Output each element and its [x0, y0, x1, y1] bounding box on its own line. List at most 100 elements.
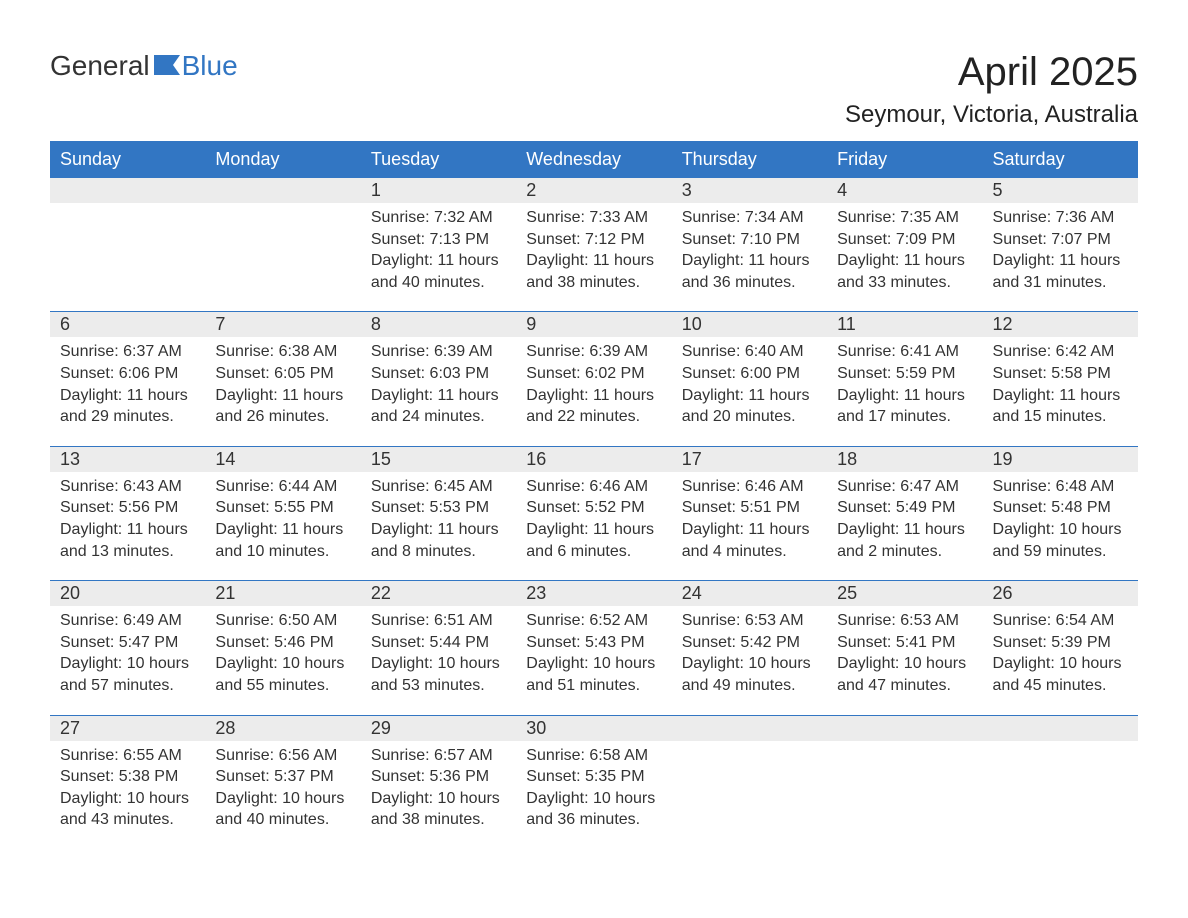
day-content	[672, 741, 827, 821]
sunrise-line: Sunrise: 6:47 AM	[837, 476, 972, 498]
day-cell: 24Sunrise: 6:53 AMSunset: 5:42 PMDayligh…	[672, 581, 827, 714]
day-cell: 20Sunrise: 6:49 AMSunset: 5:47 PMDayligh…	[50, 581, 205, 714]
week-row: 1Sunrise: 7:32 AMSunset: 7:13 PMDaylight…	[50, 178, 1138, 311]
day-cell	[983, 716, 1138, 849]
sunrise-line: Sunrise: 6:38 AM	[215, 341, 350, 363]
day-content	[983, 741, 1138, 821]
sunrise-line: Sunrise: 6:53 AM	[682, 610, 817, 632]
day-cell: 13Sunrise: 6:43 AMSunset: 5:56 PMDayligh…	[50, 447, 205, 580]
logo-text-general: General	[50, 50, 150, 82]
daylight-line: Daylight: 11 hours and 22 minutes.	[526, 385, 661, 428]
day-number: 30	[516, 716, 671, 741]
week-row: 13Sunrise: 6:43 AMSunset: 5:56 PMDayligh…	[50, 446, 1138, 580]
weekday-sunday: Sunday	[50, 141, 205, 178]
day-cell: 8Sunrise: 6:39 AMSunset: 6:03 PMDaylight…	[361, 312, 516, 445]
sunrise-line: Sunrise: 6:53 AM	[837, 610, 972, 632]
sunset-line: Sunset: 5:47 PM	[60, 632, 195, 654]
day-number: 27	[50, 716, 205, 741]
daylight-line: Daylight: 11 hours and 6 minutes.	[526, 519, 661, 562]
sunrise-line: Sunrise: 6:52 AM	[526, 610, 661, 632]
day-number: 5	[983, 178, 1138, 203]
day-cell: 25Sunrise: 6:53 AMSunset: 5:41 PMDayligh…	[827, 581, 982, 714]
daylight-line: Daylight: 11 hours and 15 minutes.	[993, 385, 1128, 428]
daylight-line: Daylight: 11 hours and 40 minutes.	[371, 250, 506, 293]
daylight-line: Daylight: 11 hours and 17 minutes.	[837, 385, 972, 428]
day-cell: 18Sunrise: 6:47 AMSunset: 5:49 PMDayligh…	[827, 447, 982, 580]
sunset-line: Sunset: 5:53 PM	[371, 497, 506, 519]
day-number: 10	[672, 312, 827, 337]
day-content: Sunrise: 6:44 AMSunset: 5:55 PMDaylight:…	[205, 472, 360, 580]
day-cell: 27Sunrise: 6:55 AMSunset: 5:38 PMDayligh…	[50, 716, 205, 849]
day-cell: 5Sunrise: 7:36 AMSunset: 7:07 PMDaylight…	[983, 178, 1138, 311]
daylight-line: Daylight: 11 hours and 26 minutes.	[215, 385, 350, 428]
sunset-line: Sunset: 5:48 PM	[993, 497, 1128, 519]
sunset-line: Sunset: 5:44 PM	[371, 632, 506, 654]
day-content: Sunrise: 6:58 AMSunset: 5:35 PMDaylight:…	[516, 741, 671, 849]
sunrise-line: Sunrise: 6:51 AM	[371, 610, 506, 632]
day-content: Sunrise: 7:35 AMSunset: 7:09 PMDaylight:…	[827, 203, 982, 311]
daylight-line: Daylight: 11 hours and 31 minutes.	[993, 250, 1128, 293]
week-row: 20Sunrise: 6:49 AMSunset: 5:47 PMDayligh…	[50, 580, 1138, 714]
weekday-tuesday: Tuesday	[361, 141, 516, 178]
week-row: 6Sunrise: 6:37 AMSunset: 6:06 PMDaylight…	[50, 311, 1138, 445]
day-content: Sunrise: 6:55 AMSunset: 5:38 PMDaylight:…	[50, 741, 205, 849]
weekday-saturday: Saturday	[983, 141, 1138, 178]
day-number: 13	[50, 447, 205, 472]
page-title: April 2025	[845, 50, 1138, 95]
day-cell: 17Sunrise: 6:46 AMSunset: 5:51 PMDayligh…	[672, 447, 827, 580]
day-cell: 12Sunrise: 6:42 AMSunset: 5:58 PMDayligh…	[983, 312, 1138, 445]
sunrise-line: Sunrise: 6:55 AM	[60, 745, 195, 767]
day-number: 2	[516, 178, 671, 203]
day-number: 28	[205, 716, 360, 741]
sunrise-line: Sunrise: 6:48 AM	[993, 476, 1128, 498]
day-content: Sunrise: 6:54 AMSunset: 5:39 PMDaylight:…	[983, 606, 1138, 714]
sunrise-line: Sunrise: 6:43 AM	[60, 476, 195, 498]
sunset-line: Sunset: 5:41 PM	[837, 632, 972, 654]
daylight-line: Daylight: 10 hours and 47 minutes.	[837, 653, 972, 696]
day-cell	[827, 716, 982, 849]
day-number: 15	[361, 447, 516, 472]
sunset-line: Sunset: 5:35 PM	[526, 766, 661, 788]
day-content	[50, 203, 205, 283]
sunrise-line: Sunrise: 6:58 AM	[526, 745, 661, 767]
day-number: 12	[983, 312, 1138, 337]
calendar-body: 1Sunrise: 7:32 AMSunset: 7:13 PMDaylight…	[50, 178, 1138, 849]
sunset-line: Sunset: 5:42 PM	[682, 632, 817, 654]
sunset-line: Sunset: 5:43 PM	[526, 632, 661, 654]
day-number: 14	[205, 447, 360, 472]
sunset-line: Sunset: 7:07 PM	[993, 229, 1128, 251]
day-number: 18	[827, 447, 982, 472]
day-cell: 6Sunrise: 6:37 AMSunset: 6:06 PMDaylight…	[50, 312, 205, 445]
day-content: Sunrise: 6:38 AMSunset: 6:05 PMDaylight:…	[205, 337, 360, 445]
sunrise-line: Sunrise: 7:35 AM	[837, 207, 972, 229]
day-number	[827, 716, 982, 741]
day-number	[205, 178, 360, 203]
day-cell: 9Sunrise: 6:39 AMSunset: 6:02 PMDaylight…	[516, 312, 671, 445]
weekday-thursday: Thursday	[672, 141, 827, 178]
daylight-line: Daylight: 10 hours and 36 minutes.	[526, 788, 661, 831]
day-content: Sunrise: 6:46 AMSunset: 5:52 PMDaylight:…	[516, 472, 671, 580]
logo-text-blue: Blue	[182, 50, 238, 82]
day-cell: 29Sunrise: 6:57 AMSunset: 5:36 PMDayligh…	[361, 716, 516, 849]
sunset-line: Sunset: 5:36 PM	[371, 766, 506, 788]
sunrise-line: Sunrise: 6:39 AM	[526, 341, 661, 363]
day-cell: 21Sunrise: 6:50 AMSunset: 5:46 PMDayligh…	[205, 581, 360, 714]
day-number: 29	[361, 716, 516, 741]
day-number: 26	[983, 581, 1138, 606]
day-content: Sunrise: 6:45 AMSunset: 5:53 PMDaylight:…	[361, 472, 516, 580]
day-number: 11	[827, 312, 982, 337]
day-content	[205, 203, 360, 283]
day-number: 1	[361, 178, 516, 203]
sunrise-line: Sunrise: 6:39 AM	[371, 341, 506, 363]
day-content: Sunrise: 6:39 AMSunset: 6:02 PMDaylight:…	[516, 337, 671, 445]
day-cell: 1Sunrise: 7:32 AMSunset: 7:13 PMDaylight…	[361, 178, 516, 311]
daylight-line: Daylight: 11 hours and 36 minutes.	[682, 250, 817, 293]
day-number: 22	[361, 581, 516, 606]
day-content: Sunrise: 6:37 AMSunset: 6:06 PMDaylight:…	[50, 337, 205, 445]
day-cell: 11Sunrise: 6:41 AMSunset: 5:59 PMDayligh…	[827, 312, 982, 445]
sunrise-line: Sunrise: 7:32 AM	[371, 207, 506, 229]
sunrise-line: Sunrise: 6:42 AM	[993, 341, 1128, 363]
day-content: Sunrise: 7:36 AMSunset: 7:07 PMDaylight:…	[983, 203, 1138, 311]
weekday-header: SundayMondayTuesdayWednesdayThursdayFrid…	[50, 141, 1138, 178]
day-content: Sunrise: 7:32 AMSunset: 7:13 PMDaylight:…	[361, 203, 516, 311]
